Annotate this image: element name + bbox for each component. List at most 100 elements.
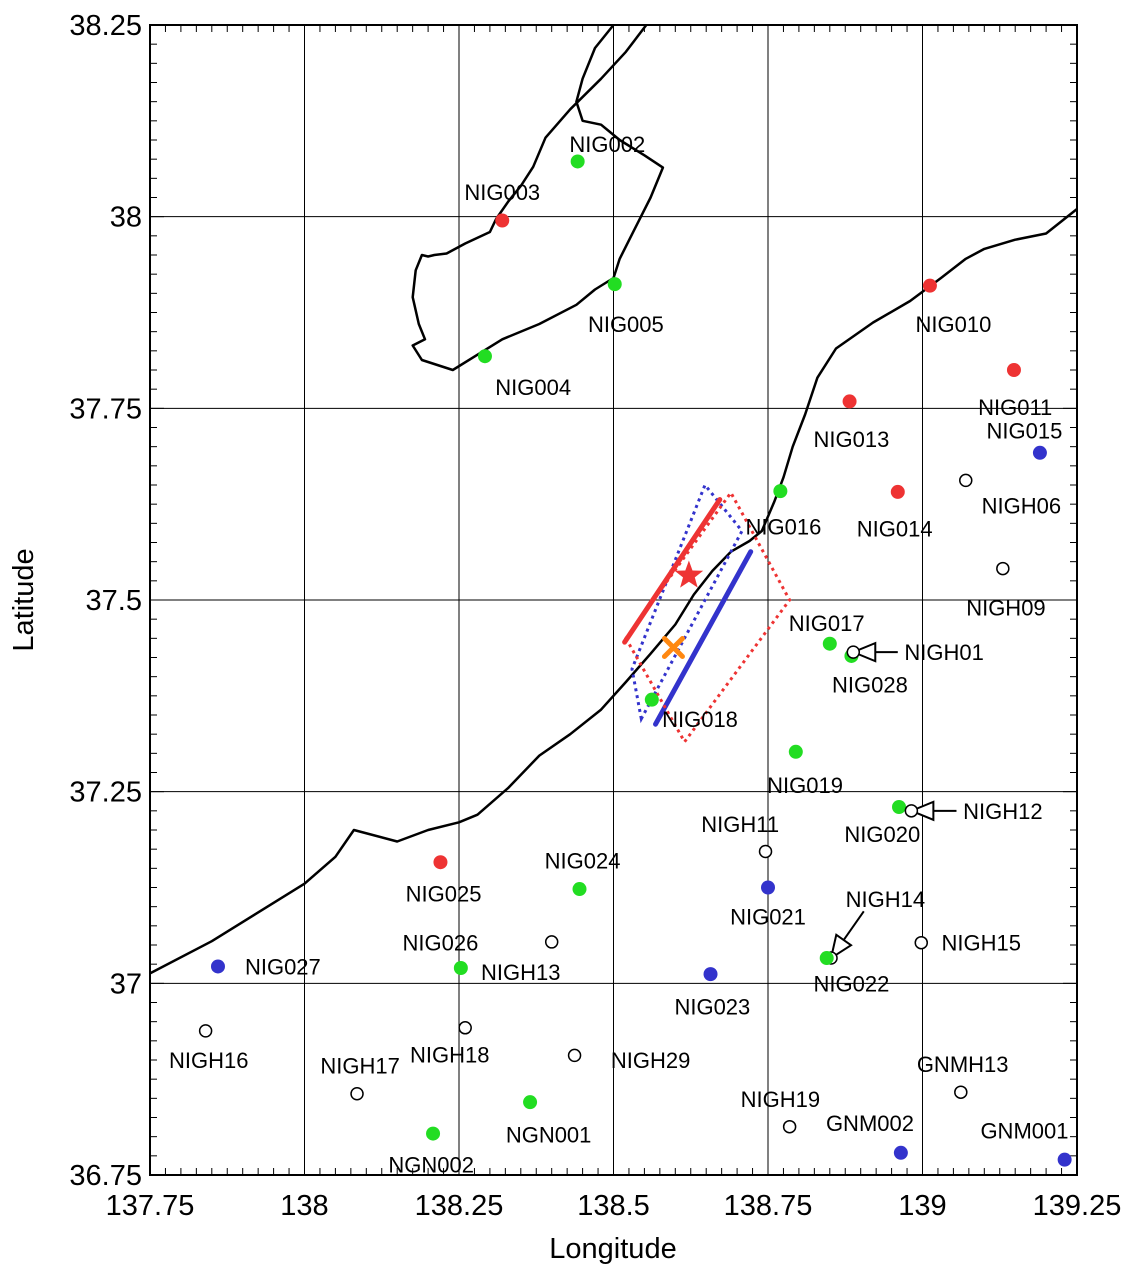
station-label: NIG024 [545, 849, 621, 874]
station-marker [572, 882, 587, 897]
station-label: GNM002 [826, 1111, 914, 1136]
station-label: NIG015 [987, 419, 1063, 444]
x-tick-label: 137.75 [106, 1190, 195, 1222]
callout-arrows [829, 641, 957, 961]
callout-arrow-head [908, 800, 935, 822]
station-marker [904, 804, 919, 818]
minor-ticks [149, 24, 1078, 1176]
hypocenter-cross-stroke [661, 636, 685, 660]
station-label: NIG020 [844, 822, 920, 847]
station-marker [198, 1024, 213, 1038]
station-marker [782, 1119, 797, 1134]
station-label: NIGH17 [320, 1053, 399, 1078]
x-tick-label: 138.25 [415, 1190, 504, 1222]
station-label: NIG018 [662, 707, 738, 732]
station-label: NIGH15 [941, 931, 1020, 956]
y-tick-labels: 36.75 37 37.25 37.5 37.75 38 38.25 [69, 10, 142, 1192]
y-tick-label: 38 [110, 202, 142, 234]
station-label: NIGH06 [982, 494, 1061, 519]
station-marker [210, 959, 225, 974]
station-label: NIG028 [832, 672, 908, 697]
station-label: NIG026 [403, 931, 479, 956]
station-label: NIG025 [406, 882, 482, 907]
station-label: NIG011 [978, 395, 1052, 420]
x-tick-label: 138.75 [724, 1190, 813, 1222]
station-marker [892, 800, 907, 814]
station-label: NGN002 [388, 1152, 474, 1177]
y-tick-label: 37 [110, 968, 142, 1000]
station-label: NIGH12 [963, 799, 1042, 824]
station-marker [544, 935, 559, 949]
callout-arrow-head [850, 641, 877, 663]
station-marker [914, 935, 929, 950]
station-marker [788, 744, 803, 759]
station-label: NIG027 [245, 954, 321, 979]
station-marker [846, 645, 861, 659]
station-marker [890, 484, 905, 499]
station-label: NIG021 [730, 905, 806, 930]
epicenter-star [674, 560, 704, 588]
station-label: NIGH16 [169, 1048, 248, 1073]
station-label: NIGH19 [741, 1087, 820, 1112]
fault-planes [622, 482, 792, 745]
station-marker [458, 1021, 472, 1035]
station-marker [1032, 445, 1047, 460]
station-marker [893, 1145, 908, 1160]
station-marker [1006, 363, 1021, 377]
coastline [411, 24, 665, 372]
station-label: NIG016 [746, 514, 822, 539]
y-tick-label: 37.25 [69, 777, 142, 809]
y-tick-label: 36.75 [69, 1160, 142, 1192]
station-label: NIG002 [569, 132, 645, 157]
station-label: NIG003 [464, 180, 540, 205]
station-label: GNM001 [980, 1119, 1068, 1144]
station-label: NIG005 [588, 312, 664, 337]
stations [198, 154, 1072, 1167]
station-marker [570, 154, 585, 169]
station-label: NIGH01 [904, 640, 983, 665]
station-label: NIGH09 [966, 596, 1045, 621]
station-marker [477, 349, 492, 364]
y-tick-label: 37.75 [69, 393, 142, 425]
station-marker [819, 951, 834, 966]
station-label: NIGH13 [481, 960, 560, 985]
station-marker [433, 855, 448, 870]
station-label: NIG004 [495, 375, 571, 400]
station-label: NGN001 [506, 1122, 592, 1147]
station-marker [523, 1095, 538, 1110]
event-markers [661, 560, 704, 660]
station-label: NIGH11 [701, 812, 779, 837]
station-marker [567, 1048, 582, 1063]
callout-arrow-shaft [842, 910, 865, 941]
station-label: NIGH14 [846, 887, 925, 912]
station-marker [453, 961, 468, 975]
station-marker [761, 880, 775, 895]
station-marker [607, 277, 622, 292]
station-marker [822, 636, 837, 651]
x-axis-title: Longitude [549, 1233, 676, 1265]
station-label: NIG013 [814, 427, 890, 452]
station-marker [644, 692, 659, 707]
map-border [149, 24, 1078, 1176]
coastline [149, 208, 1078, 975]
station-marker [350, 1086, 364, 1101]
station-marker [773, 484, 788, 499]
fault-top-edge [653, 549, 754, 727]
y-axis-title: Latitude [8, 548, 40, 651]
station-label: GNMH13 [917, 1052, 1009, 1077]
station-label: NIG023 [674, 994, 750, 1019]
fault-plane-outline [624, 489, 792, 745]
station-label: NIG014 [857, 517, 933, 542]
station-marker [495, 213, 510, 228]
station-label: NIGH29 [611, 1048, 690, 1073]
x-tick-label: 139 [898, 1190, 946, 1222]
callout-arrow-head [829, 933, 853, 961]
station-marker [996, 561, 1010, 576]
station-marker [1057, 1152, 1072, 1167]
station-marker [703, 967, 718, 982]
x-tick-labels: 137.75 138 138.25 138.5 138.75 139 139.25 [106, 1190, 1122, 1222]
station-label: NIG019 [767, 773, 843, 798]
station-label: NIG010 [915, 312, 991, 337]
x-tick-label: 138 [280, 1190, 328, 1222]
